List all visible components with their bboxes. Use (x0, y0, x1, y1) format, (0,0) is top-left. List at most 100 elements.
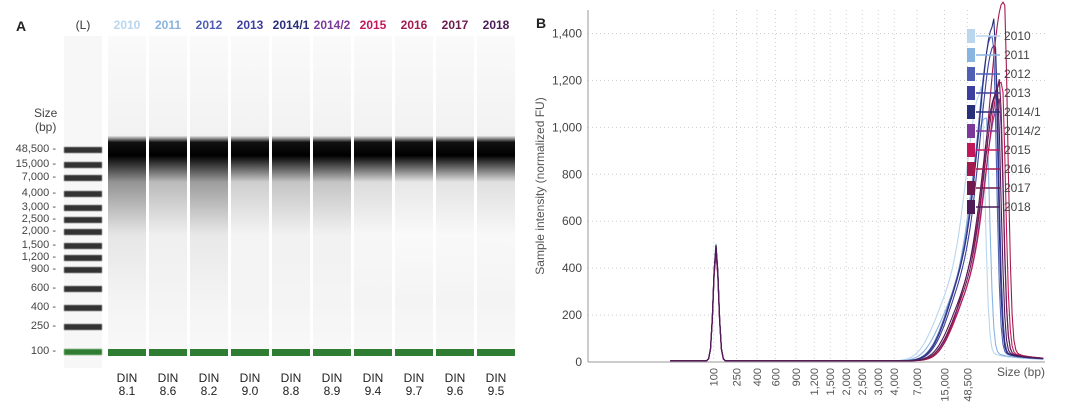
legend-swatch (967, 105, 975, 119)
din-value: DIN 9.7 (395, 372, 433, 398)
din-number: 9.6 (446, 384, 464, 398)
din-word: DIN (485, 371, 507, 385)
din-number: 8.6 (159, 384, 177, 398)
legend-label: 2015 (1004, 143, 1031, 157)
y-tick-label: 1,200 (552, 73, 582, 87)
sample-lane (354, 36, 392, 368)
ladder-band (64, 217, 102, 223)
ladder-tick-label: 100 - (30, 345, 56, 357)
y-tick-label: 1,400 (552, 26, 582, 40)
din-number: 9.5 (487, 384, 505, 398)
din-word: DIN (239, 371, 261, 385)
y-tick-label: 0 (575, 355, 582, 369)
ladder-tick-label: 900 - (30, 263, 56, 275)
lane-label: 2014/1 (272, 18, 310, 32)
x-tick-label: 600 (770, 368, 782, 386)
legend-swatch (967, 162, 975, 176)
lower-marker-band (354, 349, 392, 356)
legend-swatch (967, 29, 975, 43)
series-line (670, 79, 1044, 362)
legend-label: 2018 (1004, 200, 1031, 214)
din-value: DIN 8.2 (190, 372, 228, 398)
legend-swatch (967, 200, 975, 214)
electropherogram-chart: B 0 200 400 600 800 1,000 1,200 1,400 100 250 400 60… (533, 1, 1045, 402)
din-word: DIN (362, 371, 384, 385)
ladder-lane (64, 36, 102, 368)
legend-label: 2011 (1004, 48, 1030, 62)
lower-marker-band (395, 349, 433, 356)
ladder-tick-label: 250 - (30, 320, 56, 332)
legend-swatch (967, 48, 975, 62)
din-value: DIN 8.8 (272, 372, 310, 398)
legend-swatch (967, 181, 975, 195)
legend-label: 2014/2 (1004, 124, 1041, 138)
legend-swatch (967, 86, 975, 100)
ladder-tick-label: 600 - (30, 282, 56, 294)
x-tick-label: 48,500 (962, 368, 974, 402)
ladder-tick-label: 1,200 - (21, 251, 56, 263)
ladder-tick-label: 2,000 - (21, 225, 56, 237)
panel-b-letter: B (536, 15, 546, 31)
legend-swatch (967, 67, 975, 81)
ladder-band (64, 205, 102, 211)
ladder-label: (L) (75, 18, 91, 32)
x-tick-label: 3,000 (873, 368, 885, 396)
sample-lane (190, 36, 228, 368)
din-value: DIN 8.9 (313, 372, 351, 398)
ladder-band (64, 229, 102, 235)
din-value: DIN 9.6 (436, 372, 474, 398)
ladder-tick-label: 3,000 - (21, 201, 56, 213)
din-value: DIN 9.4 (354, 372, 392, 398)
din-number: 9.7 (405, 384, 423, 398)
din-number: 9.0 (241, 384, 259, 398)
legend-label: 2017 (1004, 181, 1031, 195)
lower-marker-band (272, 349, 310, 356)
y-tick-label: 1,000 (552, 120, 582, 134)
legend-swatch (967, 143, 975, 157)
ladder-tick-label: 2,500 - (21, 213, 56, 225)
series-line (670, 1, 1044, 362)
lane-label: 2015 (359, 18, 387, 32)
lane-label: 2017 (441, 18, 469, 32)
legend-label: 2012 (1004, 67, 1031, 81)
din-word: DIN (444, 371, 466, 385)
lane-label: 2016 (400, 18, 428, 32)
din-number: 8.1 (118, 384, 136, 398)
ladder-band (64, 147, 102, 153)
y-axis-label: Sample intensity (normalized FU) (533, 97, 547, 274)
x-tick-label: 2,500 (857, 368, 869, 396)
x-axis-label: Size (bp) (997, 365, 1045, 379)
x-tick-label: 2,000 (841, 368, 853, 396)
x-tick-label: 1,200 (809, 368, 821, 396)
y-tick-label: 200 (562, 308, 582, 322)
series-line (670, 35, 1044, 362)
lower-marker-band (436, 349, 474, 356)
x-tick-label: 100 (709, 368, 721, 386)
din-word: DIN (280, 371, 302, 385)
sample-lane (395, 36, 433, 368)
ladder-band (64, 243, 102, 249)
legend-label: 2013 (1004, 86, 1031, 100)
din-word: DIN (198, 371, 220, 385)
size-label-line1: Size (34, 106, 58, 120)
legend-label: 2010 (1004, 29, 1031, 43)
x-tick-label: 4,000 (889, 368, 901, 396)
din-word: DIN (403, 371, 425, 385)
lower-marker-band (108, 349, 146, 356)
ladder-band (64, 349, 102, 355)
ladder-tick-label: 4,000 - (21, 187, 56, 199)
ladder-band (64, 305, 102, 311)
sample-lane (272, 36, 310, 368)
lane-label: 2011 (154, 18, 182, 32)
y-tick-label: 800 (562, 167, 582, 181)
din-value: DIN 9.0 (231, 372, 269, 398)
x-tick-label: 1,500 (825, 368, 837, 396)
panel-a-letter: A (16, 18, 27, 34)
series-line (670, 88, 1044, 362)
din-number: 8.8 (282, 384, 300, 398)
sample-lane (436, 36, 474, 368)
din-word: DIN (157, 371, 179, 385)
lane-label: 2010 (113, 18, 141, 32)
din-value: DIN 9.5 (477, 372, 515, 398)
din-value: DIN 8.1 (108, 372, 146, 398)
